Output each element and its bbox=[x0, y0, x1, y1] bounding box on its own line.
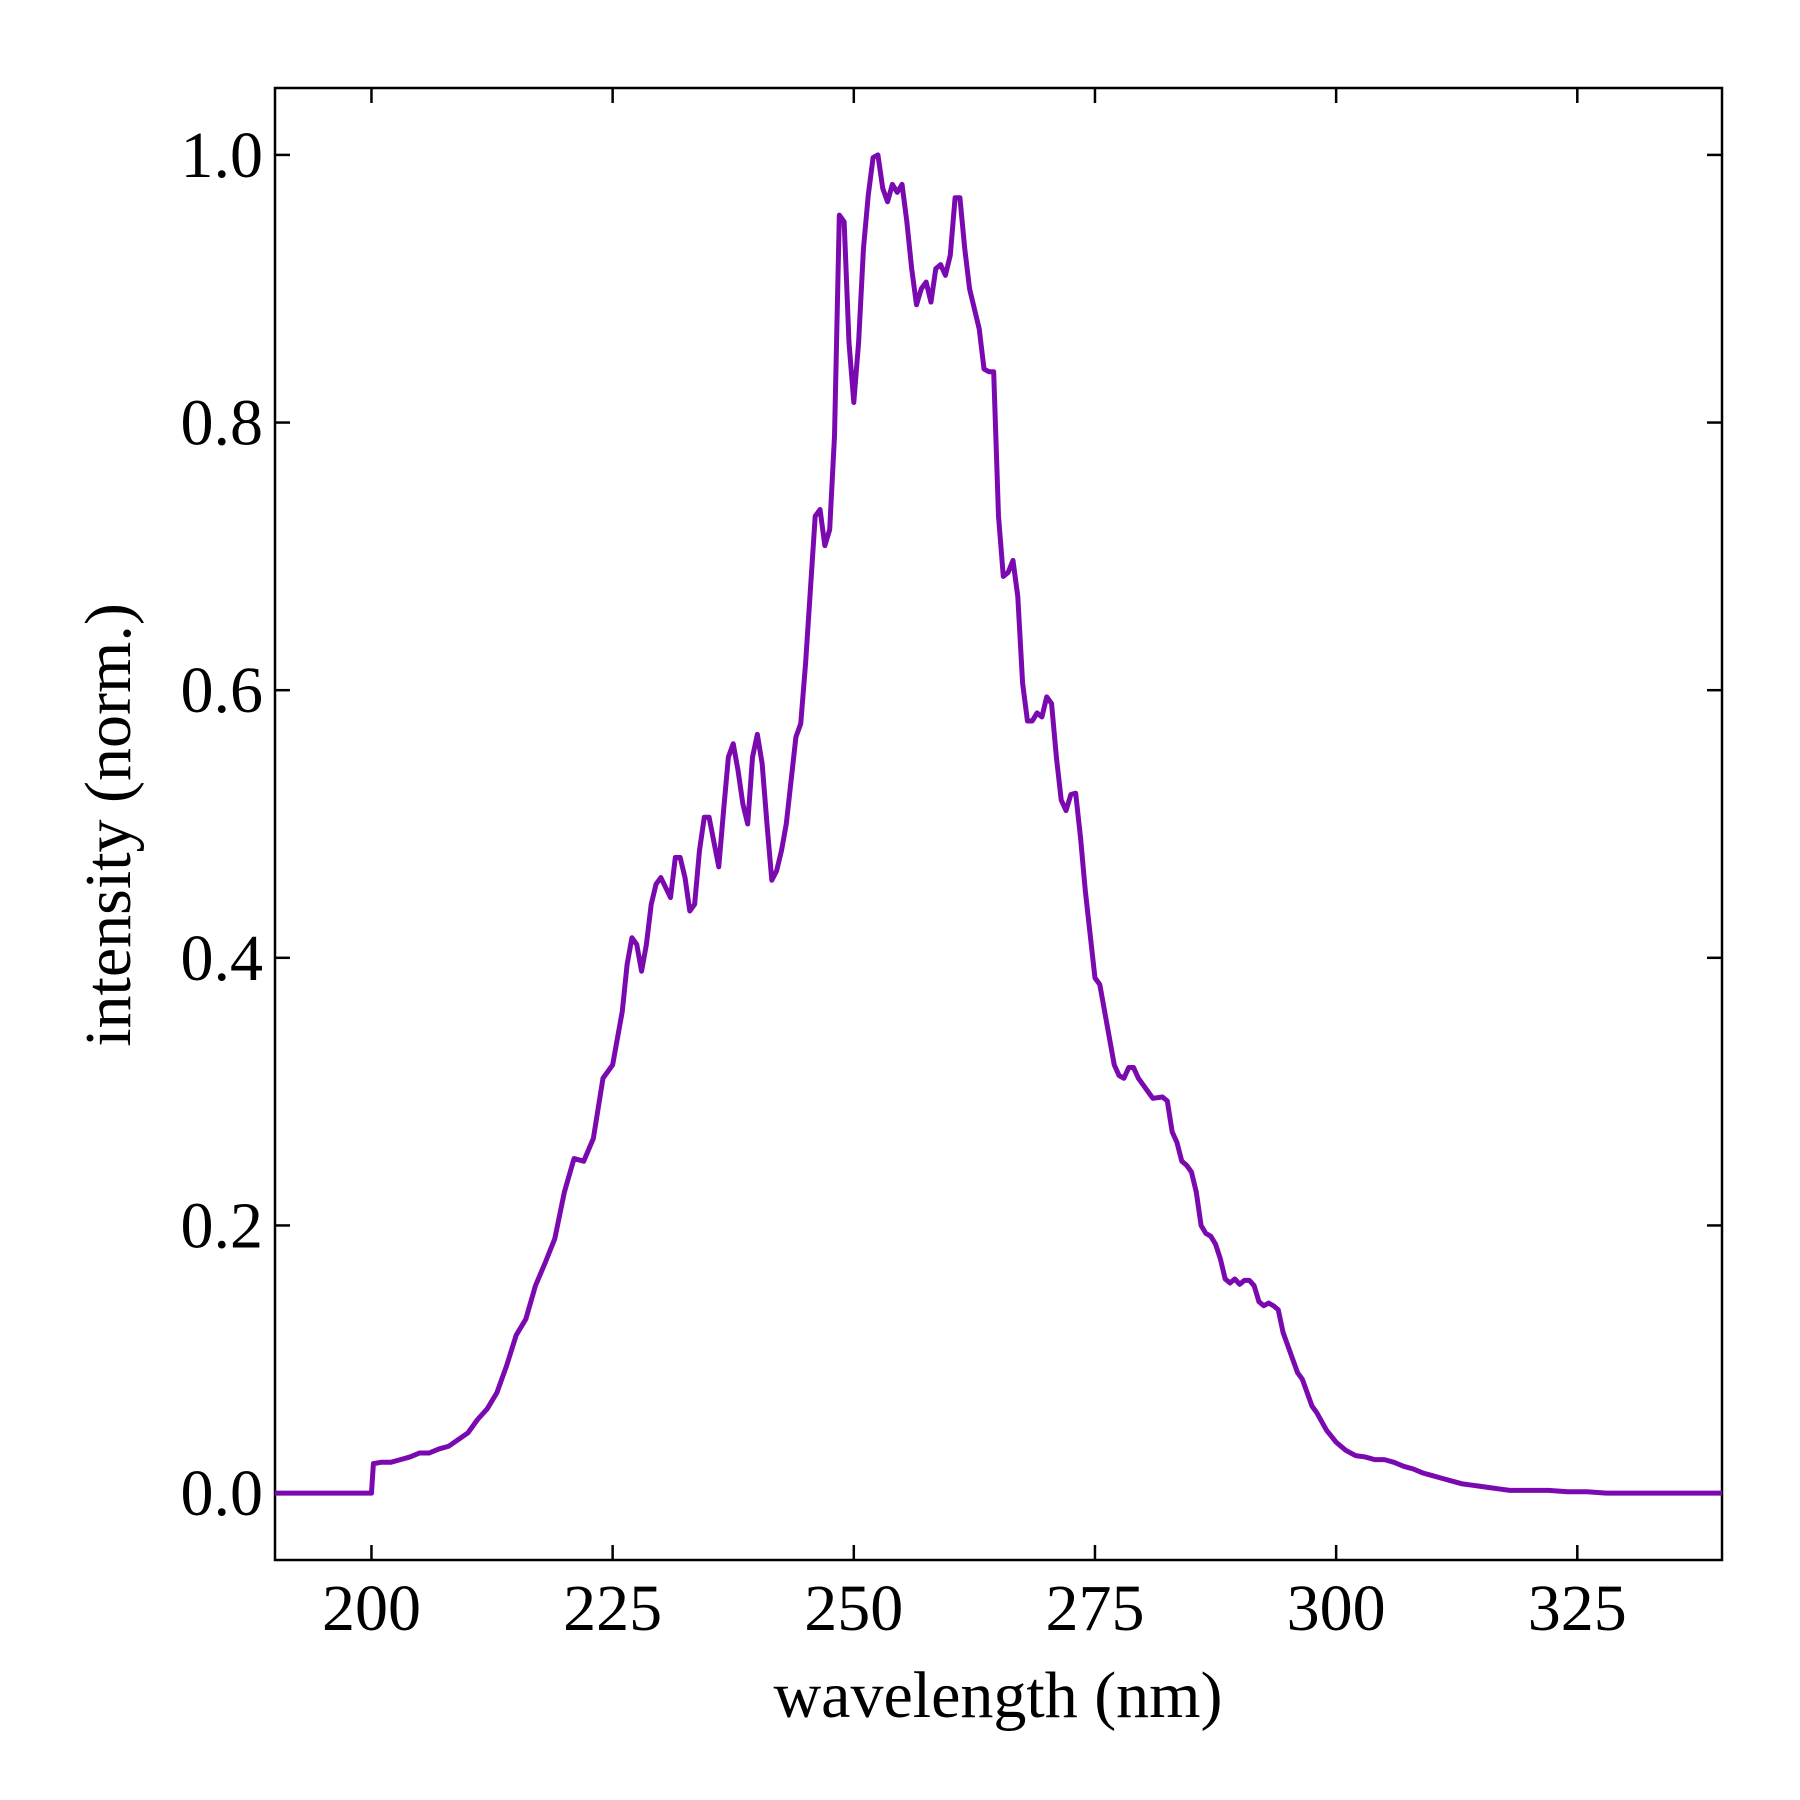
x-tick-label: 225 bbox=[563, 1572, 662, 1645]
y-axis-label: intensity (norm.) bbox=[72, 603, 145, 1047]
y-tick-label: 1.0 bbox=[181, 119, 264, 192]
y-tick-label: 0.0 bbox=[181, 1457, 264, 1530]
y-tick-label: 0.8 bbox=[181, 387, 264, 460]
plot-frame bbox=[273, 86, 1724, 1562]
y-tick-label: 0.4 bbox=[181, 922, 264, 995]
x-tick-label: 300 bbox=[1287, 1572, 1386, 1645]
y-tick-label: 0.2 bbox=[181, 1189, 264, 1262]
x-tick-label: 200 bbox=[322, 1572, 421, 1645]
spectrum-line bbox=[275, 152, 1722, 1496]
x-axis-label: wavelength (nm) bbox=[773, 1659, 1222, 1732]
x-tick-label: 325 bbox=[1528, 1572, 1627, 1645]
y-tick-label: 0.6 bbox=[181, 654, 264, 727]
x-tick-label: 250 bbox=[804, 1572, 903, 1645]
x-tick-label: 275 bbox=[1045, 1572, 1144, 1645]
